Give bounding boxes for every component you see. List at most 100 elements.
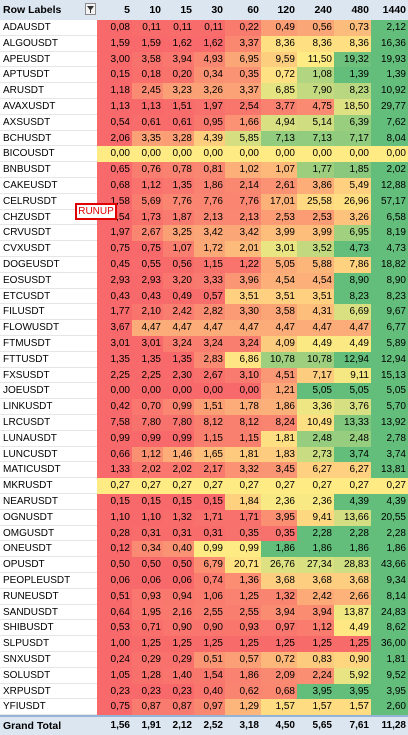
row-label[interactable]: BCHUSDT [0,130,97,147]
table-cell[interactable]: 4,49 [334,620,371,637]
table-cell[interactable]: 2,01 [225,241,261,257]
table-cell[interactable]: 1,71 [225,509,261,526]
table-cell[interactable]: 3,37 [225,35,261,52]
table-cell[interactable]: 2,14 [225,178,261,194]
table-cell[interactable]: 3,51 [225,288,261,305]
table-cell[interactable]: 0,27 [225,478,261,494]
table-cell[interactable]: 1,51 [194,399,225,415]
table-cell[interactable]: 4,39 [371,494,408,510]
table-cell[interactable]: 3,24 [194,336,225,352]
table-cell[interactable]: 3,68 [261,573,297,589]
row-label[interactable]: FLOWUSDT [0,320,97,336]
table-cell[interactable]: 4,49 [334,336,371,352]
table-cell[interactable]: 26,76 [261,557,297,573]
table-cell[interactable]: 0,74 [194,573,225,589]
table-cell[interactable]: 3,26 [334,209,371,226]
table-cell[interactable]: 1,35 [97,351,132,368]
table-cell[interactable]: 5,05 [261,257,297,273]
table-cell[interactable]: 5,85 [225,130,261,147]
table-cell[interactable]: 1,07 [163,241,194,257]
table-cell[interactable]: 0,49 [261,20,297,36]
table-cell[interactable]: 18,50 [334,99,371,115]
grand-total-cell[interactable]: 3,18 [225,717,261,735]
table-cell[interactable]: 1,32 [261,588,297,605]
table-cell[interactable]: 7,13 [297,130,334,147]
row-label[interactable]: ONEUSDT [0,541,97,558]
table-cell[interactable]: 0,29 [132,652,163,668]
table-cell[interactable]: 2,28 [371,525,408,542]
table-cell[interactable]: 5,49 [334,178,371,194]
row-label[interactable]: SNXUSDT [0,652,97,668]
row-label[interactable]: PEOPLEUSDT [0,573,97,589]
table-cell[interactable]: 0,45 [97,257,132,273]
table-cell[interactable]: 4,94 [261,114,297,131]
table-cell[interactable]: 0,70 [132,399,163,415]
table-cell[interactable]: 0,57 [225,652,261,668]
table-cell[interactable]: 0,11 [194,20,225,36]
grand-total-cell[interactable]: 4,50 [261,717,297,735]
table-cell[interactable]: 1,25 [194,636,225,652]
table-cell[interactable]: 9,11 [334,367,371,384]
table-cell[interactable]: 1,83 [261,446,297,463]
table-cell[interactable]: 0,31 [194,525,225,542]
table-cell[interactable]: 8,19 [371,225,408,242]
table-cell[interactable]: 4,47 [194,320,225,336]
table-cell[interactable]: 8,36 [261,35,297,52]
table-cell[interactable]: 10,78 [261,351,297,368]
table-cell[interactable]: 20,55 [371,509,408,526]
table-cell[interactable]: 1,29 [225,699,261,716]
table-cell[interactable]: 2,10 [132,304,163,321]
table-cell[interactable]: 3,58 [132,51,163,68]
table-cell[interactable]: 1,57 [334,699,371,716]
table-cell[interactable]: 1,25 [334,636,371,652]
table-cell[interactable]: 0,94 [163,588,194,605]
table-cell[interactable]: 1,86 [297,541,334,558]
grand-total-cell[interactable]: 11,28 [371,717,408,735]
table-cell[interactable]: 3,95 [297,683,334,700]
table-cell[interactable]: 8,23 [334,83,371,99]
row-label[interactable]: CAKEUSDT [0,178,97,194]
table-cell[interactable]: 20,71 [225,557,261,573]
table-cell[interactable]: 3,25 [163,225,194,242]
table-cell[interactable]: 1,59 [97,35,132,52]
grand-total-cell[interactable]: 5,65 [297,717,334,735]
row-label[interactable]: FILUSDT [0,304,97,321]
table-cell[interactable]: 0,71 [132,620,163,637]
row-label[interactable]: AVAXUSDT [0,99,97,115]
table-cell[interactable]: 6,58 [371,209,408,226]
table-cell[interactable]: 13,81 [371,462,408,479]
table-cell[interactable]: 0,15 [97,494,132,510]
table-cell[interactable]: 0,18 [132,67,163,84]
table-cell[interactable]: 2,17 [194,462,225,479]
table-cell[interactable]: 0,27 [163,478,194,494]
table-cell[interactable]: 0,06 [97,573,132,589]
table-cell[interactable]: 0,54 [97,114,132,131]
table-cell[interactable]: 16,36 [371,35,408,52]
table-cell[interactable]: 2,67 [132,225,163,242]
table-cell[interactable]: 1,05 [97,667,132,684]
grand-total-cell[interactable]: 1,91 [132,717,163,735]
table-cell[interactable]: 1,15 [194,257,225,273]
table-cell[interactable]: 0,99 [194,541,225,558]
table-cell[interactable]: 1,54 [194,667,225,684]
table-cell[interactable]: 0,64 [97,604,132,621]
table-cell[interactable]: 2,36 [297,494,334,510]
table-cell[interactable]: 0,27 [334,478,371,494]
table-cell[interactable]: 0,90 [163,620,194,637]
table-cell[interactable]: 0,87 [132,699,163,716]
table-cell[interactable]: 1,33 [97,462,132,479]
filter-dropdown-icon[interactable] [85,3,96,15]
table-cell[interactable]: 1,86 [334,541,371,558]
row-label[interactable]: DOGEUSDT [0,257,97,273]
table-cell[interactable]: 13,92 [371,415,408,431]
table-cell[interactable]: 0,35 [225,525,261,542]
table-cell[interactable]: 0,40 [163,541,194,558]
table-cell[interactable]: 1,12 [132,178,163,194]
table-cell[interactable]: 4,39 [334,494,371,510]
table-cell[interactable]: 1,10 [97,509,132,526]
table-cell[interactable]: 0,56 [163,257,194,273]
table-cell[interactable]: 2,12 [371,20,408,36]
table-cell[interactable]: 2,53 [261,209,297,226]
table-cell[interactable]: 4,49 [297,336,334,352]
table-cell[interactable]: 3,94 [261,604,297,621]
